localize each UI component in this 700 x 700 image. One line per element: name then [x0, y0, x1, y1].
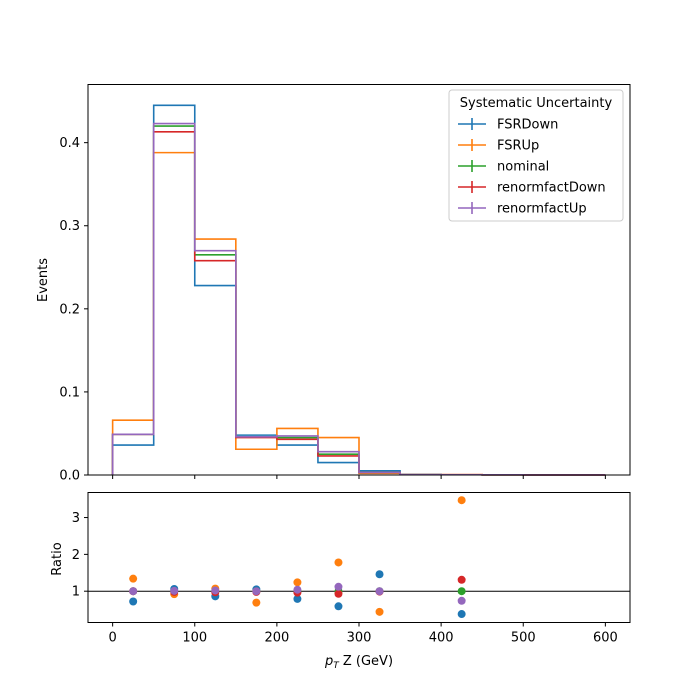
main-y-tick-label: 0.2	[59, 302, 80, 317]
legend-entry-renormfactdown: renormfactDown	[458, 181, 606, 196]
legend-box	[448, 89, 624, 222]
ratio-point-fsrdown	[129, 597, 138, 606]
ratio-point-fsrup	[293, 578, 302, 587]
ratio-point-renormfactup	[293, 585, 302, 594]
main-y-tick-label: 0.4	[59, 136, 80, 151]
ratio-point-renormfactup	[170, 586, 179, 595]
x-tick-label: 200	[264, 631, 289, 646]
ratio-y-tick-label: 3	[72, 511, 80, 526]
ratio-point-fsrup	[457, 496, 466, 505]
legend: Systematic Uncertainty FSRDown FSRUp nomin…	[448, 89, 624, 222]
x-tick-label: 600	[593, 631, 618, 646]
main-y-tick-label: 0.3	[59, 219, 80, 234]
legend-entry-fsrdown: FSRDown	[458, 118, 558, 133]
legend-label-fsrup: FSRUp	[497, 139, 539, 154]
ratio-point-fsrup	[252, 598, 261, 607]
ratio-x-ticks: 0 100 200 300 400 500 600	[108, 622, 618, 646]
ratio-y-tick-label: 1	[72, 585, 80, 600]
ratio-point-fsrup	[129, 574, 138, 583]
main-panel: 0.0 0.1 0.2 0.3 0.4 Events Systematic Uncert…	[36, 84, 631, 484]
main-y-axis-label: Events	[36, 258, 51, 302]
main-x-ticks	[112, 475, 606, 479]
x-axis-label-subscript: T	[333, 661, 340, 671]
ratio-point-fsrdown	[334, 602, 343, 611]
legend-entry-nominal: nominal	[458, 160, 549, 175]
legend-entry-renormfactup: renormfactUp	[458, 202, 587, 217]
legend-label-fsrdown: FSRDown	[497, 118, 558, 133]
ratio-point-renormfactup	[211, 586, 220, 595]
legend-label-renormfactup: renormfactUp	[497, 202, 587, 217]
ratio-plot-area	[88, 496, 630, 619]
main-y-tick-label: 0.1	[59, 385, 80, 400]
x-axis-label: pT Z (GeV)	[324, 654, 393, 671]
main-y-ticks: 0.0 0.1 0.2 0.3 0.4	[59, 136, 88, 484]
legend-entry-fsrup: FSRUp	[458, 139, 539, 154]
ratio-point-nominal	[457, 587, 466, 596]
ratio-point-fsrup	[334, 558, 343, 567]
x-tick-label: 100	[182, 631, 207, 646]
x-axis-label-rest: Z (GeV)	[339, 654, 393, 669]
legend-label-nominal: nominal	[497, 160, 549, 175]
ratio-panel: 1 2 3 0 100 200 300 400 500 600 Ratio pT Z (GeV)	[50, 492, 631, 671]
ratio-point-renormfactdown	[334, 589, 343, 598]
ratio-point-fsrdown	[293, 594, 302, 603]
x-tick-label: 0	[108, 631, 116, 646]
ratio-point-renormfactup	[334, 582, 343, 591]
x-tick-label: 300	[347, 631, 372, 646]
ratio-y-tick-label: 2	[72, 548, 80, 563]
ratio-point-fsrup	[375, 607, 384, 616]
ratio-y-axis-label: Ratio	[50, 542, 65, 575]
x-axis-label-p: p	[324, 654, 333, 669]
ratio-point-renormfactup	[252, 587, 261, 596]
legend-title: Systematic Uncertainty	[460, 96, 613, 111]
ratio-point-renormfactup	[457, 596, 466, 605]
main-y-tick-label: 0.0	[59, 469, 80, 484]
x-tick-label: 500	[511, 631, 536, 646]
ratio-point-renormfactdown	[457, 575, 466, 584]
legend-entries: FSRDown FSRUp nominal renormfactDown renormf…	[458, 118, 606, 217]
ratio-point-renormfactup	[129, 587, 138, 596]
ratio-point-fsrdown	[375, 570, 384, 579]
x-tick-label: 400	[429, 631, 454, 646]
ratio-y-ticks: 1 2 3	[72, 511, 88, 600]
legend-label-renormfactdown: renormfactDown	[497, 181, 606, 196]
ratio-point-fsrdown	[457, 610, 466, 619]
ratio-point-renormfactup	[375, 587, 384, 596]
